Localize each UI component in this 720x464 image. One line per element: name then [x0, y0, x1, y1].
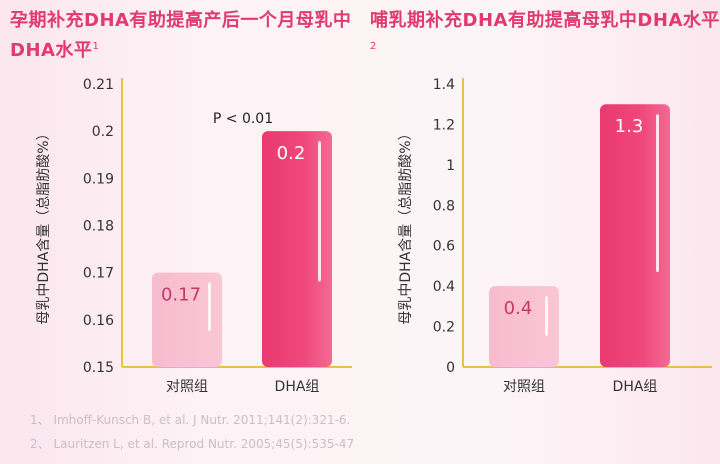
- bar-control: [152, 272, 222, 367]
- y-tick-label: 0.21: [83, 77, 114, 93]
- reference-1: 1、 Imhoff-Kunsch B, et al. J Nutr. 2011;…: [30, 413, 351, 427]
- y-tick-label: 0.17: [83, 266, 114, 282]
- y-tick-label: 0.19: [83, 171, 114, 187]
- bar-highlight: [208, 282, 211, 331]
- y-axis-label: 母乳中DHA含量（总脂肪酸%）: [36, 126, 52, 324]
- chart-right: 哺乳期补充DHA有助提高母乳中DHA水平2 母乳中DHA含量（总脂肪酸%） 0 0.…: [360, 0, 720, 400]
- reference-2: 2、 Lauritzen L, et al. Reprod Nutr. 2005…: [30, 437, 355, 451]
- y-tick-label: 0.15: [83, 360, 114, 376]
- bar-dha: [600, 104, 670, 367]
- y-tick-label: 0.4: [433, 279, 455, 295]
- p-value-annotation: P < 0.01: [213, 111, 273, 127]
- y-tick-label: 0.6: [433, 239, 455, 255]
- data-label: 1.3: [615, 116, 644, 137]
- bar-highlight: [656, 114, 659, 273]
- y-tick-label: 1: [446, 158, 455, 174]
- bar-highlight: [318, 141, 321, 282]
- x-tick-label: 对照组: [503, 379, 545, 395]
- data-label: 0.2: [277, 143, 306, 164]
- x-tick-label: DHA组: [613, 379, 658, 395]
- chart-right-plot: 母乳中DHA含量（总脂肪酸%） 0 0.2 0.4 0.6 0.8 1 1.2 1.4 0.4 对照…: [398, 77, 712, 395]
- y-axis-label: 母乳中DHA含量（总脂肪酸%）: [398, 126, 414, 324]
- x-tick-label: DHA组: [275, 379, 320, 395]
- references: 1、 Imhoff-Kunsch B, et al. J Nutr. 2011;…: [30, 408, 354, 456]
- chart-left-plot: 母乳中DHA含量（总脂肪酸%） 0.15 0.16 0.17 0.18 0.19 0.2 0.…: [36, 77, 352, 395]
- chart-title: 哺乳期补充DHA有助提高母乳中DHA水平2: [370, 10, 720, 52]
- y-tick-label: 0.18: [83, 219, 114, 235]
- bar-control: [489, 286, 559, 367]
- y-tick-label: 0.16: [83, 313, 114, 329]
- y-tick-label: 0.2: [433, 320, 455, 336]
- y-tick-label: 0.2: [92, 124, 114, 140]
- x-tick-label: 对照组: [166, 379, 208, 395]
- bar-highlight: [545, 296, 548, 336]
- bar-dha: [262, 131, 332, 367]
- data-label: 0.17: [161, 285, 201, 306]
- y-tick-label: 1.4: [433, 77, 455, 93]
- y-tick-label: 0.8: [433, 198, 455, 214]
- chart-left: 孕期补充DHA有助提高产后一个月母乳中DHA水平1 母乳中DHA含量（总脂肪酸%…: [0, 0, 360, 400]
- chart-title: 孕期补充DHA有助提高产后一个月母乳中DHA水平1: [10, 10, 352, 61]
- y-tick-label: 0: [446, 360, 455, 376]
- data-label: 0.4: [504, 298, 533, 319]
- y-tick-label: 1.2: [433, 117, 455, 133]
